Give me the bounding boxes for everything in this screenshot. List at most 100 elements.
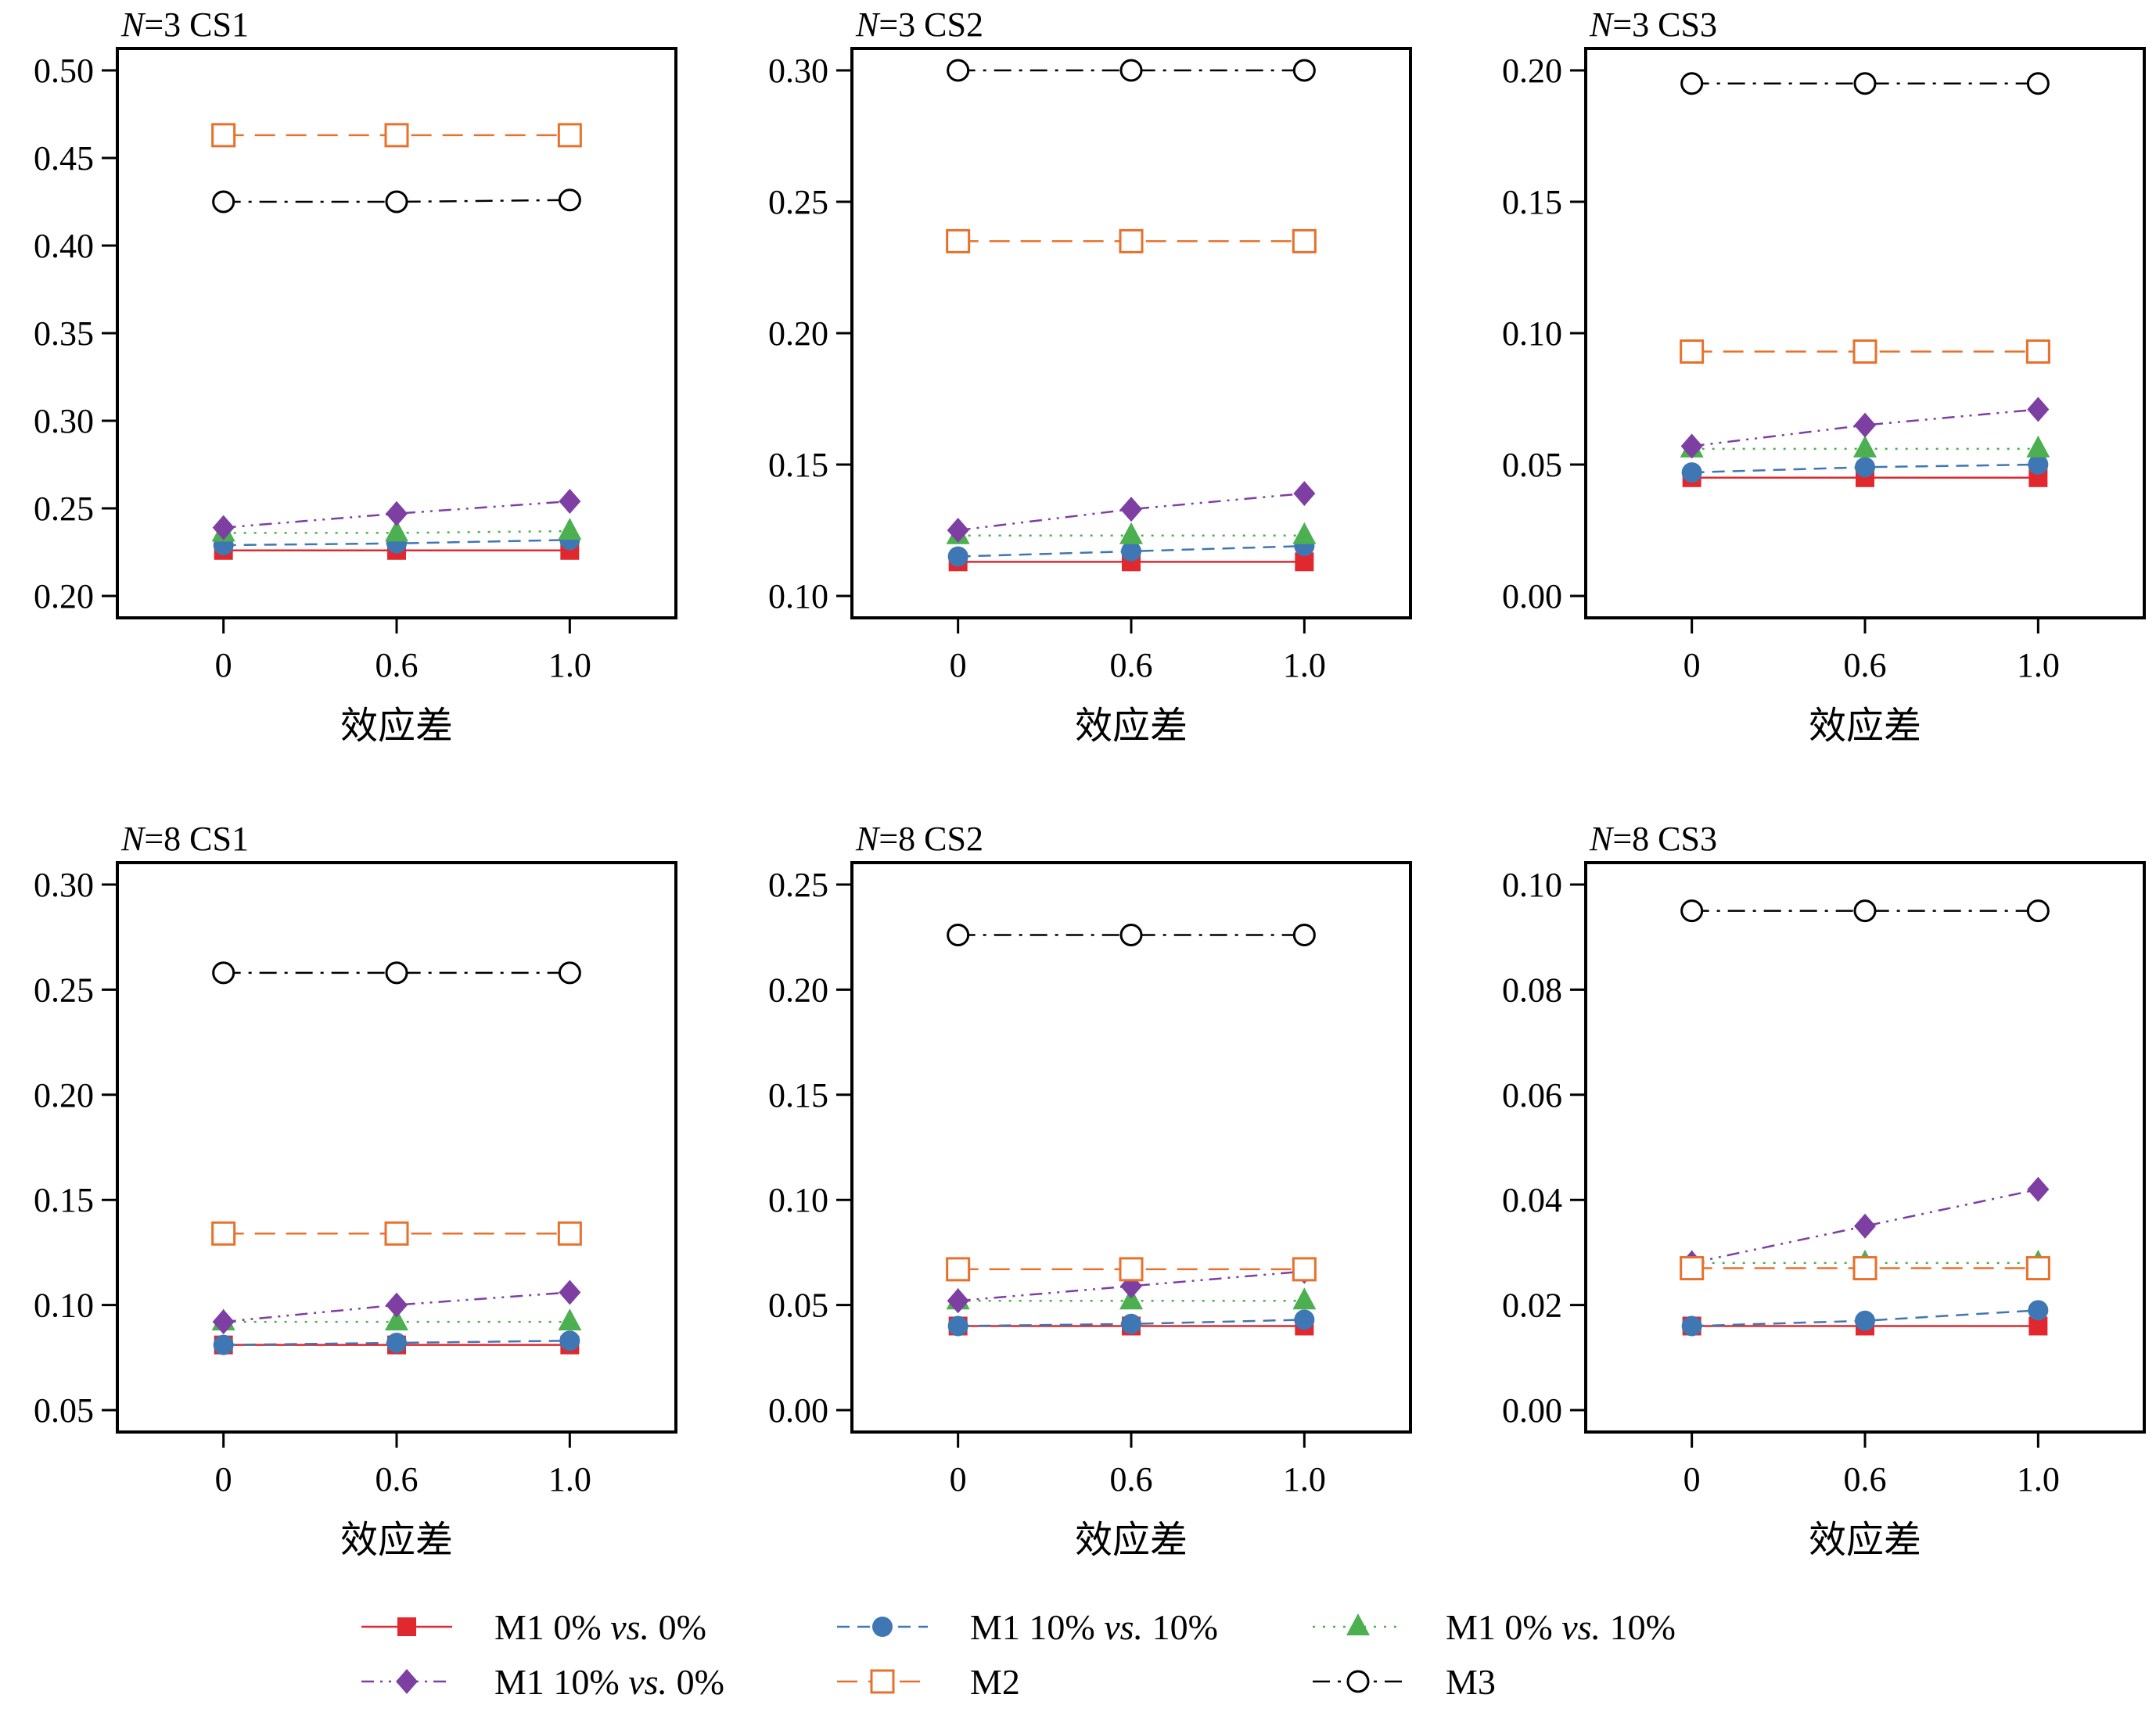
series-line xyxy=(1691,408,2039,447)
data-point xyxy=(1294,1309,1315,1330)
data-point xyxy=(1681,1315,1702,1337)
data-point xyxy=(947,924,970,947)
data-point xyxy=(211,123,236,148)
series-group xyxy=(947,480,1316,543)
y-tick-label: 0.05 xyxy=(1502,446,1562,484)
data-point xyxy=(559,1330,580,1351)
data-point xyxy=(1120,497,1142,522)
y-tick-label: 0.05 xyxy=(768,1287,828,1325)
data-point xyxy=(1852,1256,1878,1281)
y-tick-label: 0.15 xyxy=(768,446,828,484)
series-group xyxy=(1681,1300,2049,1337)
data-point xyxy=(557,1221,582,1246)
plot-frame xyxy=(1584,47,2146,619)
data-point xyxy=(946,1257,971,1282)
y-tick-label: 0.20 xyxy=(34,1076,94,1114)
y-tick-label: 0.50 xyxy=(34,52,94,90)
data-point xyxy=(1292,924,1316,947)
series-line xyxy=(223,199,570,203)
data-point xyxy=(384,123,409,148)
series-line xyxy=(958,492,1305,532)
data-point xyxy=(1292,59,1316,82)
data-point xyxy=(947,546,968,567)
data-point xyxy=(2025,1256,2050,1281)
data-point xyxy=(1119,1257,1144,1282)
y-tick-label: 0.20 xyxy=(1502,52,1562,90)
x-tick-label: 0.6 xyxy=(1110,1460,1153,1498)
panel-title: N=3 CS1 xyxy=(120,5,249,44)
panels-group: N=3 CS1 0.20 0.25 0.30 0.35 0.40 0.45 0.50 0 0.6 1… xyxy=(34,5,2146,1561)
x-axis-label: 效应差 xyxy=(340,705,453,747)
legend-entry: M3 xyxy=(1313,1662,1496,1702)
x-tick-label: 1.0 xyxy=(548,1460,591,1498)
data-point xyxy=(2028,1300,2049,1321)
y-tick-label: 0.10 xyxy=(768,1181,828,1219)
panel-title: N=3 CS3 xyxy=(1589,5,1717,44)
panel-title: N=3 CS2 xyxy=(855,5,983,44)
series-group xyxy=(1680,1256,2050,1281)
data-point xyxy=(1121,540,1141,562)
series-group xyxy=(947,59,1316,82)
data-point xyxy=(1855,1310,1875,1331)
data-point xyxy=(1119,522,1143,544)
series-group xyxy=(947,1309,1315,1337)
data-point xyxy=(1855,457,1875,478)
legend-label: M1 10% vs. 0% xyxy=(494,1662,724,1702)
data-point xyxy=(558,961,581,985)
series-group xyxy=(1680,397,2050,459)
x-tick-label: 0.6 xyxy=(1844,1460,1887,1498)
series-line xyxy=(223,1291,570,1323)
series-group xyxy=(947,924,1316,947)
data-point xyxy=(2026,899,2050,923)
data-point xyxy=(1292,228,1317,253)
data-point xyxy=(1853,435,1877,458)
data-point xyxy=(1119,59,1143,82)
data-point xyxy=(1854,1213,1876,1239)
data-point xyxy=(2026,72,2050,95)
x-axis-label: 效应差 xyxy=(1809,1520,1921,1561)
legend-marker xyxy=(872,1617,893,1637)
x-tick-label: 0 xyxy=(1683,1460,1701,1498)
series-group xyxy=(1681,454,2049,483)
y-tick-label: 0.20 xyxy=(768,314,828,353)
panel-5: N=8 CS2 0.00 0.05 0.10 0.15 0.20 0.25 0 0.6 1.0 效应… xyxy=(768,820,1412,1561)
series-group xyxy=(1680,339,2050,364)
data-point xyxy=(384,1221,409,1246)
y-tick-label: 0.10 xyxy=(768,577,828,616)
data-point xyxy=(1119,924,1143,947)
data-point xyxy=(947,59,970,82)
data-point xyxy=(1680,433,1703,459)
y-tick-label: 0.10 xyxy=(1502,866,1562,904)
series-group xyxy=(1680,72,2050,95)
y-tick-label: 0.10 xyxy=(34,1287,94,1325)
y-tick-label: 0.04 xyxy=(1502,1181,1562,1219)
series-group xyxy=(211,123,582,148)
series-group xyxy=(212,489,581,540)
legend-label: M1 0% vs. 10% xyxy=(1446,1607,1676,1647)
data-point xyxy=(1121,1313,1141,1334)
data-point xyxy=(1680,899,1704,923)
data-point xyxy=(386,501,408,526)
legend-entry: M1 10% vs. 0% xyxy=(361,1662,724,1702)
y-tick-label: 0.30 xyxy=(768,52,828,90)
legend-entry: M2 xyxy=(837,1662,1020,1702)
y-tick-label: 0.10 xyxy=(1502,314,1562,353)
x-tick-label: 0.6 xyxy=(376,1460,419,1498)
legend: M1 0% vs. 0% M1 10% vs. 10% M1 0% vs. 10% M… xyxy=(361,1607,1676,1702)
y-tick-label: 0.20 xyxy=(768,971,828,1009)
data-point xyxy=(2027,1176,2050,1202)
y-tick-label: 0.20 xyxy=(34,577,94,616)
data-point xyxy=(212,190,235,214)
panel-1: N=3 CS1 0.20 0.25 0.30 0.35 0.40 0.45 0.50 0 0.6 1… xyxy=(34,5,677,747)
data-point xyxy=(385,190,408,214)
data-point xyxy=(212,1309,235,1335)
data-point xyxy=(559,489,581,515)
panel-title: N=8 CS3 xyxy=(1589,820,1717,858)
data-point xyxy=(386,1332,407,1353)
data-point xyxy=(2028,454,2049,475)
y-tick-label: 0.30 xyxy=(34,866,94,904)
legend-entry: M1 0% vs. 10% xyxy=(1313,1607,1676,1647)
data-point xyxy=(1681,462,1702,483)
x-axis-label: 效应差 xyxy=(1075,1520,1188,1561)
series-group xyxy=(212,961,581,985)
